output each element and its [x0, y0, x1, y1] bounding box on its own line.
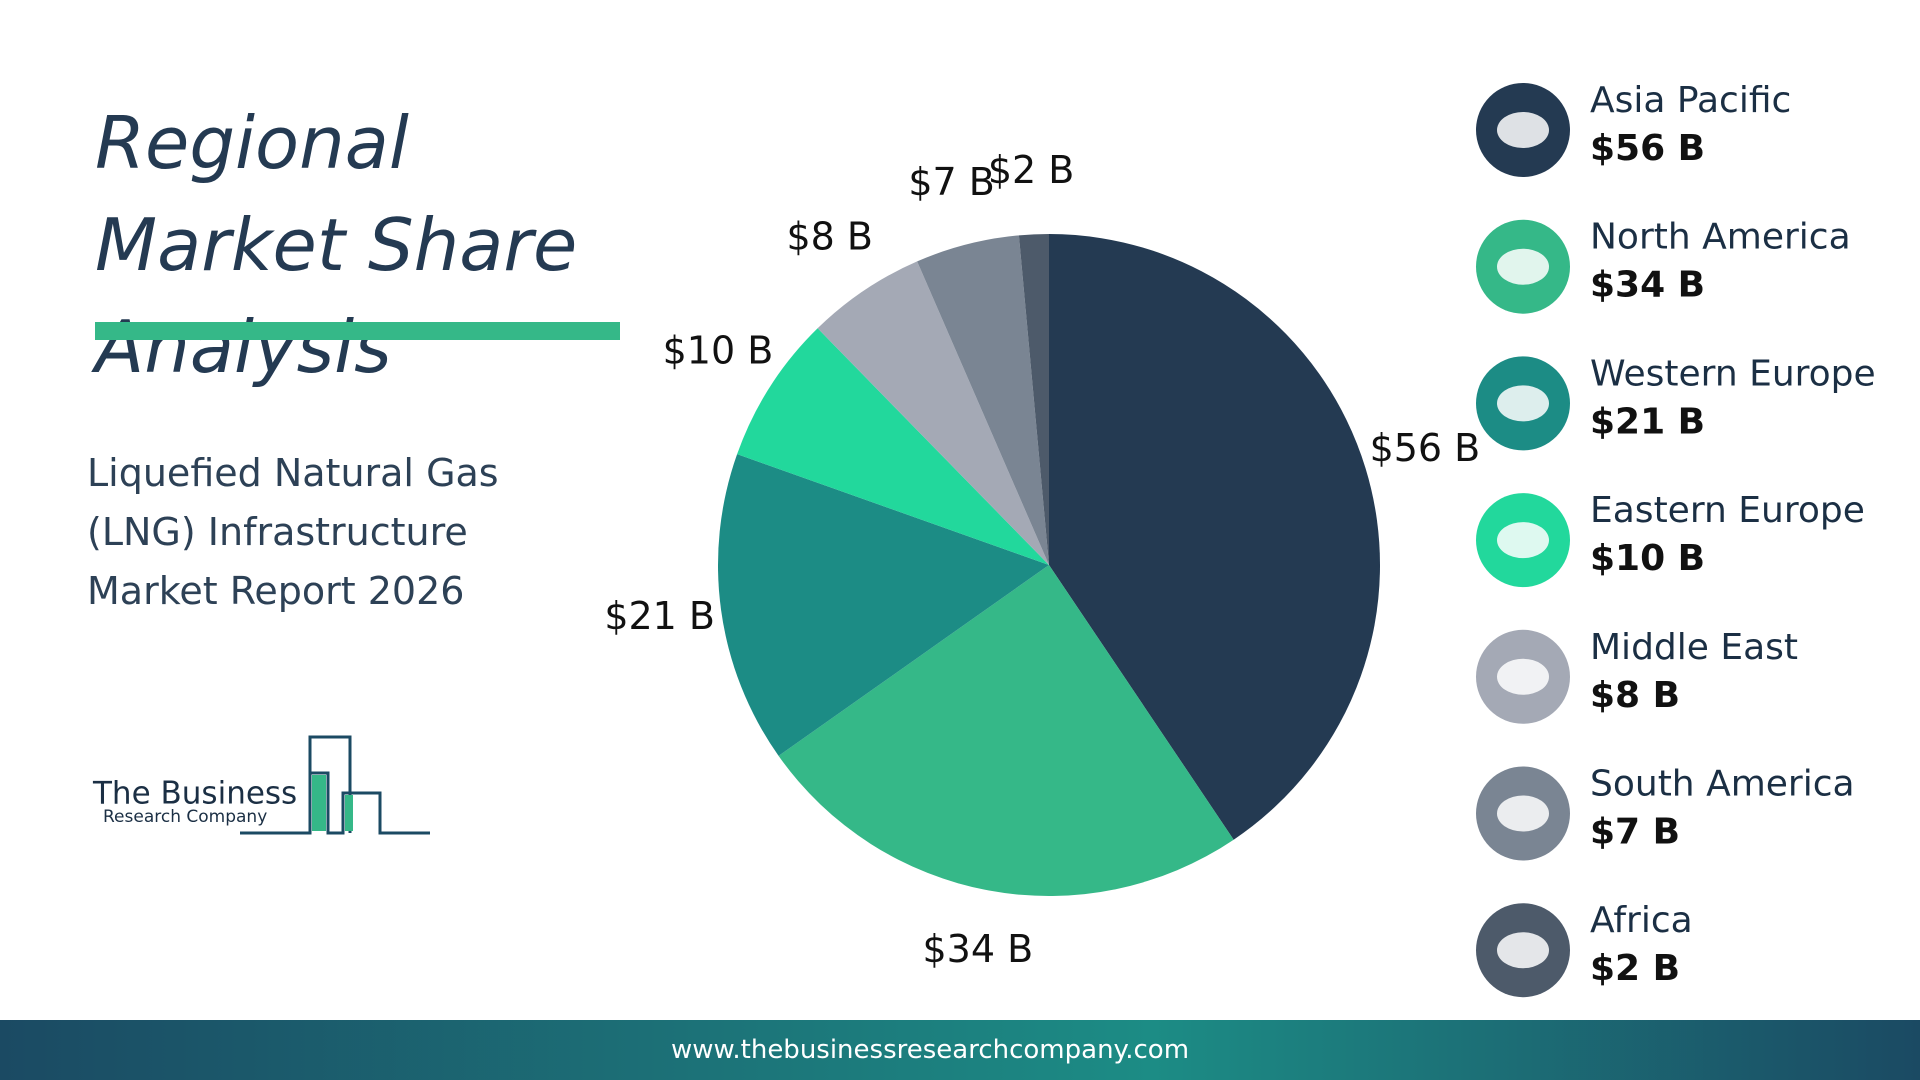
- pie-slice: [1049, 234, 1380, 840]
- data-label: $34 B: [922, 927, 1033, 971]
- pie-slice: [1018, 234, 1049, 565]
- legend-name: Africa: [1590, 900, 1693, 941]
- legend-icon-map: [1497, 658, 1549, 695]
- data-label: $21 B: [604, 594, 715, 638]
- logo-line: [240, 771, 430, 835]
- legend-icon-map: [1497, 112, 1549, 148]
- legend-icon-map: [1497, 932, 1549, 969]
- data-label: $8 B: [786, 214, 873, 258]
- legend-name: Western Europe: [1590, 353, 1876, 394]
- logo-bar: [345, 795, 353, 831]
- legend-name: Eastern Europe: [1590, 490, 1865, 531]
- pie-slice: [737, 328, 1049, 565]
- legend-value: $34 B: [1590, 265, 1705, 306]
- legend-name: North America: [1590, 217, 1851, 258]
- legend-name: Middle East: [1590, 627, 1798, 668]
- data-label: $10 B: [663, 329, 774, 373]
- pie-slice: [778, 565, 1234, 896]
- footer-band: [0, 1020, 1920, 1080]
- logo-line: [308, 735, 352, 833]
- legend-value: $56 B: [1590, 128, 1705, 169]
- chart: The Business Research Company $56 B $34 B…: [92, 80, 1876, 998]
- logo-bar: [312, 775, 326, 831]
- legend-value: $10 B: [1590, 538, 1705, 579]
- legend-name: South America: [1590, 764, 1855, 805]
- legend-icon-map: [1497, 795, 1549, 832]
- subtitle: Liquefied Natural Gas (LNG) Infrastructu…: [87, 451, 499, 613]
- legend-value: $8 B: [1590, 675, 1680, 716]
- legend-value: $21 B: [1590, 401, 1705, 442]
- logo: [240, 735, 430, 835]
- pie-slice: [817, 261, 1049, 565]
- legend-icon-map: [1497, 385, 1549, 422]
- legend-value: $2 B: [1590, 948, 1680, 989]
- pie-slice: [917, 235, 1049, 565]
- legend-icon-map: [1497, 522, 1549, 559]
- logo-text: The Business: [92, 776, 297, 812]
- title-rule: [95, 322, 620, 340]
- footer-url: www.thebusinessresearchcompany.com: [670, 1035, 1190, 1065]
- data-label: $7 B: [908, 160, 995, 204]
- legend-name: Asia Pacific: [1590, 80, 1791, 121]
- legend-value: $7 B: [1590, 812, 1680, 853]
- legend-icon-map: [1497, 248, 1549, 285]
- logo-text: Research Company: [103, 807, 267, 827]
- data-label: $2 B: [988, 148, 1075, 192]
- data-label: $56 B: [1370, 426, 1481, 470]
- chart-title: Regional Market Share Analysis: [95, 101, 578, 389]
- pie-slice: [717, 454, 1049, 756]
